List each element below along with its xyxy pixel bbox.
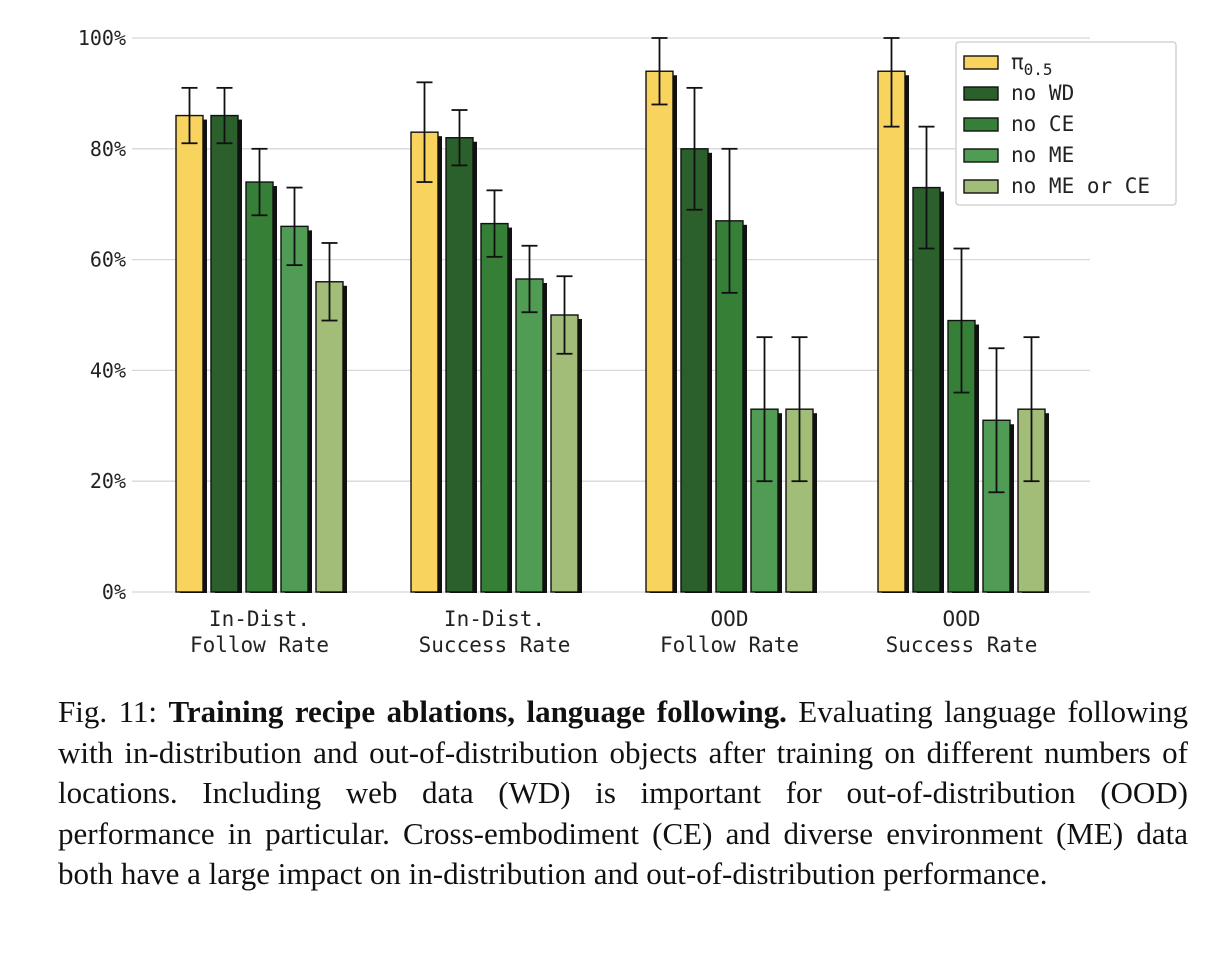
bar [315, 281, 344, 593]
caption-prefix: Fig. 11: [58, 694, 169, 729]
x-tick-label: Follow Rate [190, 633, 329, 657]
x-tick-label: OOD [711, 607, 749, 631]
bar [245, 181, 274, 593]
legend-swatch [963, 117, 999, 132]
x-tick-label: Success Rate [419, 633, 571, 657]
x-tick-label: Success Rate [886, 633, 1038, 657]
y-tick-label: 80% [90, 137, 126, 161]
bar [912, 186, 941, 593]
y-tick-label: 100% [78, 26, 126, 50]
bar [515, 278, 544, 593]
y-tick-label: 40% [90, 358, 126, 382]
bar [680, 148, 709, 593]
x-tick-label: In-Dist. [444, 607, 545, 631]
legend-label: no CE [1011, 112, 1074, 136]
y-tick-label: 20% [90, 469, 126, 493]
error-bars [181, 37, 1040, 494]
x-tick-label: In-Dist. [209, 607, 310, 631]
figure-caption: Fig. 11: Training recipe ablations, lang… [58, 692, 1188, 895]
bar [410, 131, 439, 593]
y-tick-label: 0% [102, 580, 126, 604]
bar [175, 114, 204, 593]
legend-swatch [963, 55, 999, 70]
caption-title: Training recipe ablations, language foll… [168, 694, 787, 729]
bar [877, 70, 906, 593]
legend-label: no ME [1011, 143, 1074, 167]
x-tick-label: OOD [943, 607, 981, 631]
bar [280, 225, 309, 593]
legend-label: no ME or CE [1011, 174, 1150, 198]
legend-box [955, 41, 1177, 206]
y-axis-ticks: 0% 20% 40% 60% 80% 100% [78, 26, 126, 604]
bar [210, 114, 239, 593]
y-tick-label: 60% [90, 248, 126, 272]
bars [175, 70, 1049, 594]
bar-chart: 0%20%40%60%80%100% In-Dist.Follow RateIn… [78, 26, 1177, 657]
legend-swatch [963, 86, 999, 101]
legend-label: no WD [1011, 81, 1074, 105]
bar [480, 222, 509, 593]
bar [645, 70, 674, 593]
x-tick-label: Follow Rate [660, 633, 799, 657]
bar [550, 314, 579, 593]
bar [445, 137, 474, 593]
caption-body: Evaluating language following with in-di… [58, 694, 1188, 891]
legend-swatch [963, 179, 999, 194]
legend-swatch [963, 148, 999, 163]
